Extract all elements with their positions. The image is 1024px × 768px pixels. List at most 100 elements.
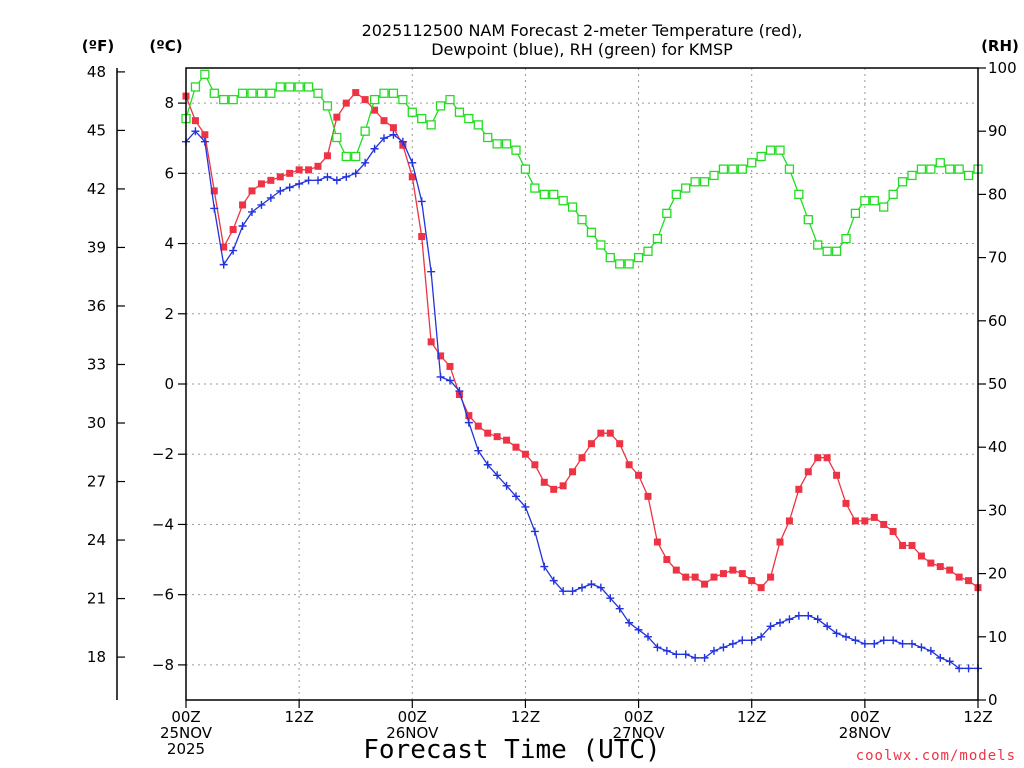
dewpoint-point [304, 176, 313, 185]
rh-point [294, 82, 304, 92]
rh-point [699, 177, 710, 187]
dewpoint-point [474, 446, 483, 455]
temperature-point [804, 468, 812, 476]
dewpoint-point [615, 604, 624, 613]
rh-point [586, 227, 597, 237]
rh-point [285, 82, 295, 92]
temperature-point [880, 520, 888, 528]
temperature-point [559, 482, 567, 490]
temperature-point [474, 422, 482, 430]
fahrenheit-tick-label: 24 [87, 531, 106, 549]
dewpoint-point [738, 636, 747, 645]
rh-point [549, 189, 559, 200]
rh-tick-label: 100 [988, 59, 1017, 77]
dewpoint-point [832, 629, 841, 638]
grid-lines [186, 68, 978, 700]
rh-point [643, 246, 653, 256]
temperature-point [795, 485, 803, 493]
dewpoint-point [408, 158, 417, 167]
dewpoint-point [917, 643, 926, 652]
dewpoint-point [191, 127, 200, 136]
temperature-point [653, 538, 661, 546]
celsius-tick-label: 8 [164, 94, 174, 112]
rh-point [473, 120, 483, 130]
rh-point [322, 101, 333, 111]
temperature-point [616, 440, 624, 448]
temperature-point [569, 468, 577, 476]
rh-point [303, 82, 314, 92]
dewpoint-point [229, 246, 238, 255]
temperature-point [748, 577, 756, 585]
rh-point [200, 69, 210, 79]
temperature-point [276, 173, 284, 181]
temperature-point [917, 552, 925, 560]
temperature-point [512, 443, 520, 451]
rh-point [426, 120, 436, 130]
temperature-point [389, 124, 397, 132]
celsius-tick-label: −4 [152, 515, 174, 533]
dewpoint-point [672, 650, 681, 659]
rh-point [539, 189, 549, 200]
temperature-point [606, 429, 614, 437]
dewpoint-point [314, 176, 322, 185]
rh-point [954, 164, 964, 174]
dewpoint-point [860, 639, 869, 648]
rh-point [511, 145, 521, 155]
rh-point [831, 246, 842, 256]
rh-point [407, 107, 417, 117]
rh-point [501, 139, 512, 149]
dewpoint-point [662, 646, 671, 655]
rh-point [313, 88, 323, 98]
temperature-point [851, 517, 859, 525]
x-tick-label: 12Z [737, 708, 766, 726]
temperature-point [521, 450, 529, 458]
rh-point [690, 177, 700, 187]
dewpoint-point [332, 176, 341, 185]
rh-point [388, 88, 399, 98]
x-tick-label: 27NOV [613, 724, 666, 742]
temperature-point [719, 570, 727, 578]
temperature-point [371, 106, 379, 114]
dewpoint-series [182, 127, 982, 673]
dewpoint-point [776, 618, 784, 627]
temperature-point [531, 461, 539, 469]
rh-point [266, 88, 276, 98]
temperature-point [644, 492, 652, 500]
rh-tick-label: 80 [988, 185, 1007, 203]
rh-tick-label: 30 [988, 501, 1007, 519]
temperature-point [936, 563, 944, 571]
rh-point [747, 158, 757, 168]
dewpoint-point [568, 587, 577, 596]
dewpoint-point [380, 134, 388, 143]
dewpoint-point [295, 179, 304, 188]
rh-point [963, 170, 974, 181]
temperature-point [314, 162, 322, 170]
fahrenheit-tick-label: 42 [87, 180, 106, 198]
dewpoint-point [521, 502, 530, 511]
temperature-point [691, 573, 699, 581]
celsius-tick-label: 4 [164, 235, 174, 253]
dewpoint-point [644, 632, 652, 641]
rh-point [926, 164, 936, 174]
dewpoint-point [559, 587, 568, 596]
fahrenheit-tick-label: 21 [87, 590, 106, 608]
rh-tick-label: 10 [988, 628, 1007, 646]
temperature-point [578, 454, 586, 462]
rh-point [190, 82, 201, 92]
dewpoint-point [276, 186, 285, 195]
rh-point [624, 259, 634, 269]
dewpoint-point [549, 576, 558, 585]
dewpoint-point [436, 372, 445, 381]
temperature-point [248, 187, 256, 195]
temperature-point [757, 584, 765, 592]
rh-point [879, 202, 889, 212]
temperature-point [380, 117, 388, 125]
dewpoint-point [238, 222, 247, 230]
temperature-point [305, 166, 313, 174]
rh-point [652, 233, 663, 244]
rh-point [530, 183, 540, 193]
rh-point [794, 189, 804, 200]
dewpoint-point [285, 183, 294, 192]
rh-point [775, 145, 785, 155]
dewpoint-point [210, 204, 219, 213]
